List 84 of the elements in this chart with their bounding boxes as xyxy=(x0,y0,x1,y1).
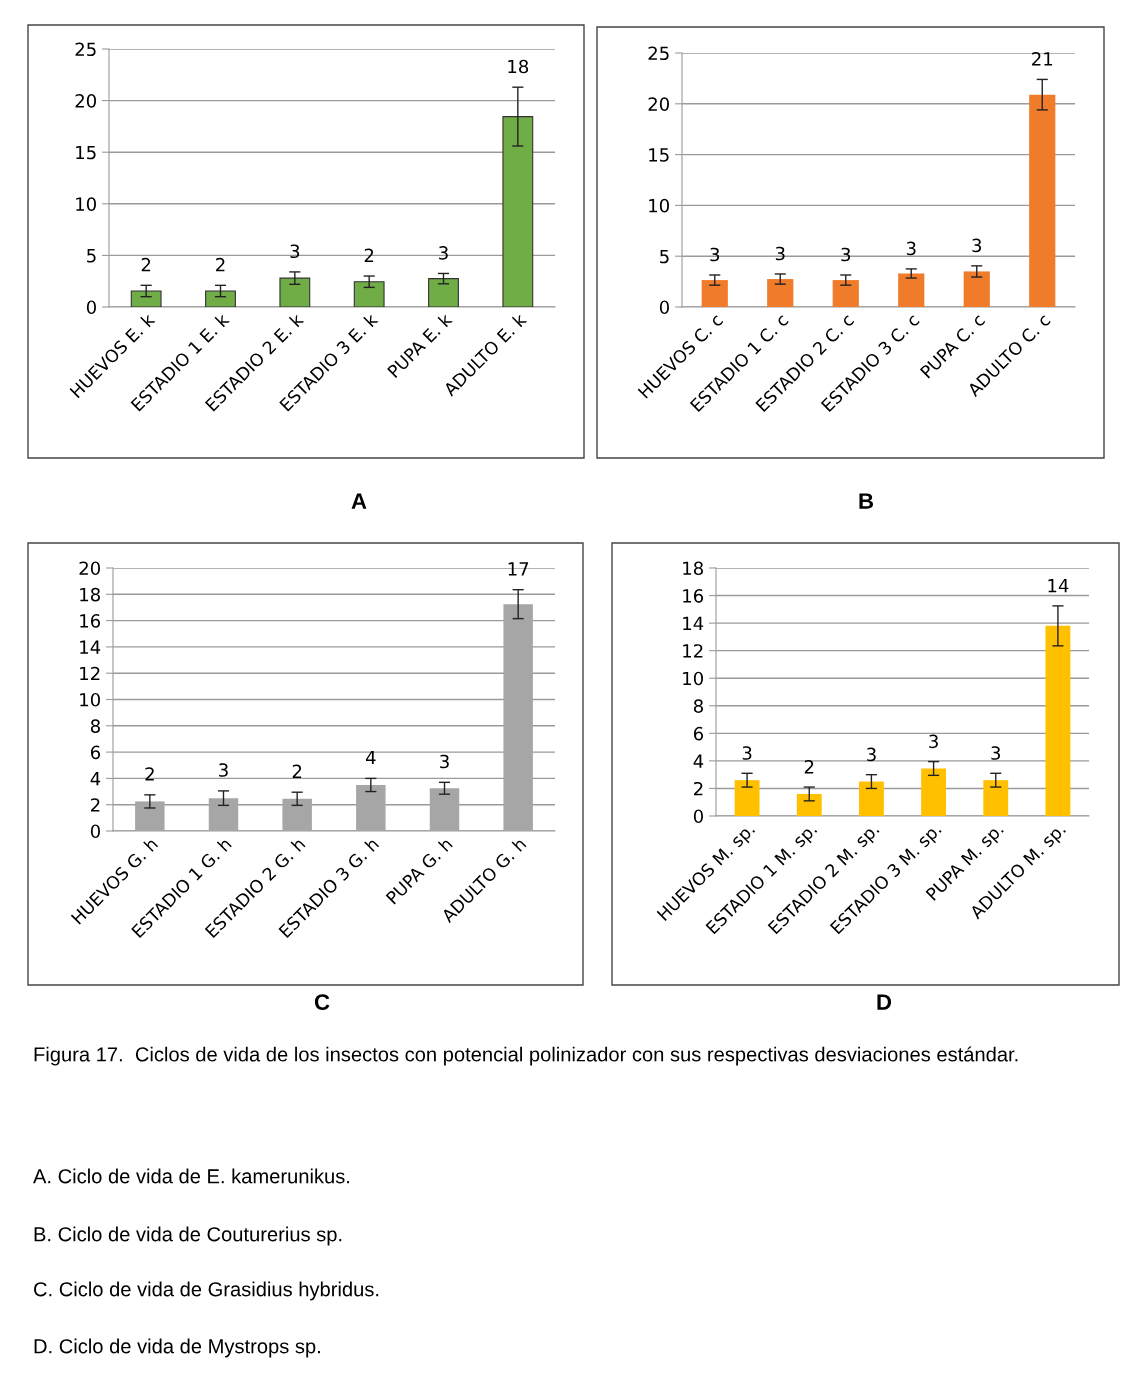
y-tick-label: 0 xyxy=(693,809,703,824)
y-tick-label: 20 xyxy=(648,97,669,111)
data-label: 3 xyxy=(710,247,720,262)
bar xyxy=(963,271,990,307)
y-tick-label: 18 xyxy=(80,587,100,602)
y-tick-label: 16 xyxy=(80,614,101,628)
y-tick-label: 4 xyxy=(90,772,101,786)
bar xyxy=(353,281,385,307)
data-label: 21 xyxy=(1032,52,1053,66)
data-label: 18 xyxy=(508,59,529,74)
bar xyxy=(983,780,1009,816)
y-tick-label: 0 xyxy=(659,300,669,315)
y-tick-label: 0 xyxy=(90,824,100,839)
y-tick-label: 10 xyxy=(649,198,669,213)
text: C xyxy=(314,994,330,1010)
bar xyxy=(767,279,794,307)
bar xyxy=(502,116,534,307)
data-label: 2 xyxy=(145,767,154,781)
y-tick-label: 5 xyxy=(660,249,669,264)
data-label: 2 xyxy=(216,257,225,272)
y-tick-label: 10 xyxy=(683,671,703,686)
y-tick-label: 16 xyxy=(683,589,704,603)
data-label: 3 xyxy=(841,247,851,262)
y-tick-label: 8 xyxy=(693,699,703,713)
y-tick-label: 14 xyxy=(683,616,704,630)
y-tick-label: 6 xyxy=(693,726,704,741)
data-label: 3 xyxy=(929,734,938,749)
bar xyxy=(796,793,822,816)
text: B xyxy=(859,493,874,509)
bar xyxy=(130,290,162,307)
y-tick-label: 12 xyxy=(683,644,703,658)
data-label: 3 xyxy=(440,754,449,769)
y-tick-label: 8 xyxy=(90,719,100,733)
data-label: 2 xyxy=(364,248,374,262)
y-tick-label: 4 xyxy=(693,754,704,768)
y-tick-label: 2 xyxy=(91,798,100,812)
bar xyxy=(701,280,728,307)
text: C. Ciclo de vida de Grasidius hybridus. xyxy=(34,1281,379,1301)
data-label: 3 xyxy=(775,246,785,261)
y-tick-label: 10 xyxy=(76,197,96,211)
data-label: 2 xyxy=(141,257,151,272)
y-tick-label: 0 xyxy=(86,300,96,315)
text: B. Ciclo de vida de Couturerius sp. xyxy=(34,1226,342,1246)
y-tick-label: 18 xyxy=(683,561,703,576)
y-tick-label: 14 xyxy=(80,640,101,654)
text: D xyxy=(877,994,892,1010)
text: A xyxy=(351,493,367,509)
data-label: 4 xyxy=(365,750,376,765)
y-tick-label: 25 xyxy=(75,42,96,57)
bar xyxy=(858,781,884,816)
data-label: 3 xyxy=(867,747,876,762)
data-label: 2 xyxy=(804,759,814,774)
y-tick-label: 2 xyxy=(694,781,703,796)
y-tick-label: 5 xyxy=(87,249,96,263)
data-label: 3 xyxy=(972,238,982,253)
y-tick-label: 15 xyxy=(649,148,669,162)
text: A. Ciclo de vida de E. kamerunikus. xyxy=(33,1168,350,1184)
y-tick-label: 15 xyxy=(76,145,96,160)
bar xyxy=(898,273,925,307)
data-label: 3 xyxy=(290,244,300,259)
data-label: 3 xyxy=(219,763,228,777)
data-label: 17 xyxy=(508,562,529,576)
data-label: 14 xyxy=(1048,579,1069,593)
data-label: 3 xyxy=(991,746,1001,760)
y-tick-label: 12 xyxy=(80,666,100,681)
data-label: 3 xyxy=(439,245,448,260)
data-label: 2 xyxy=(292,764,302,778)
y-tick-label: 6 xyxy=(90,745,101,760)
y-tick-label: 20 xyxy=(79,561,100,576)
text: Figura 17. Ciclos de vida de los insectos con potencial polinizador con sus respectivas desviaciones estándar. xyxy=(34,1046,1018,1066)
bar xyxy=(205,290,236,307)
y-tick-label: 25 xyxy=(648,46,669,61)
y-tick-label: 20 xyxy=(75,94,96,108)
bar xyxy=(279,277,311,307)
bar xyxy=(1029,94,1056,307)
bar xyxy=(734,780,760,816)
bar xyxy=(921,768,947,816)
data-label: 3 xyxy=(906,241,916,256)
bar xyxy=(1045,625,1071,816)
bar xyxy=(832,280,859,307)
data-label: 3 xyxy=(742,746,752,760)
text: D. Ciclo de vida de Mystrops sp. xyxy=(34,1338,320,1358)
bar xyxy=(428,278,459,307)
y-tick-label: 10 xyxy=(80,692,100,707)
